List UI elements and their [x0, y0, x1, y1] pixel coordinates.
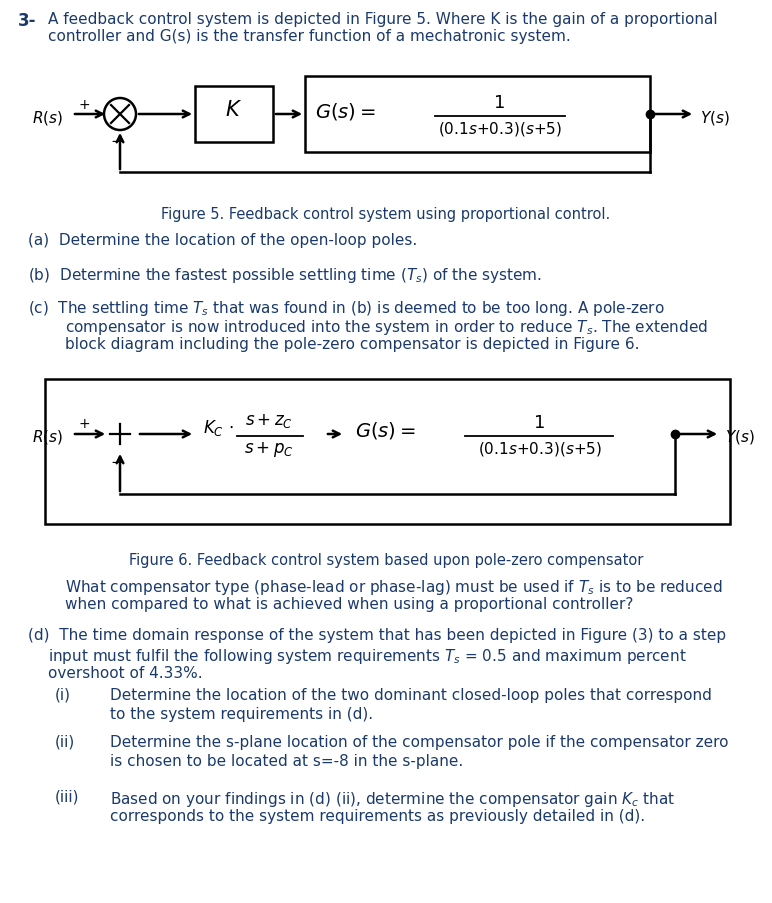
Text: 1: 1 — [534, 414, 546, 432]
Text: $G(s){=}$: $G(s){=}$ — [315, 100, 376, 121]
Text: $s+z_C$: $s+z_C$ — [245, 412, 293, 430]
Text: $(0.1s{+}0.3)(s{+}5)$: $(0.1s{+}0.3)(s{+}5)$ — [438, 120, 562, 138]
Text: 3-: 3- — [18, 12, 36, 30]
Text: when compared to what is achieved when using a proportional controller?: when compared to what is achieved when u… — [65, 596, 633, 611]
Text: $s+p_C$: $s+p_C$ — [244, 440, 294, 459]
Text: $R(s)$: $R(s)$ — [32, 427, 63, 445]
Text: (d)  The time domain response of the system that has been depicted in Figure (3): (d) The time domain response of the syst… — [28, 628, 726, 642]
Text: $K$: $K$ — [225, 100, 242, 120]
Text: What compensator type (phase-lead or phase-lag) must be used if $T_s$ is to be r: What compensator type (phase-lead or pha… — [65, 577, 723, 596]
Bar — [195, 399, 325, 470]
Bar — [195, 87, 273, 143]
Text: 1: 1 — [494, 94, 506, 112]
Text: $(0.1s{+}0.3)(s{+}5)$: $(0.1s{+}0.3)(s{+}5)$ — [478, 440, 602, 458]
Text: (ii): (ii) — [55, 734, 75, 749]
Ellipse shape — [104, 99, 136, 131]
Text: $R(s)$: $R(s)$ — [32, 109, 63, 126]
Text: $G(s){=}$: $G(s){=}$ — [355, 420, 415, 441]
Text: +: + — [78, 98, 90, 112]
Text: Figure 5. Feedback control system using proportional control.: Figure 5. Feedback control system using … — [161, 207, 611, 222]
Text: controller and G(s) is the transfer function of a mechatronic system.: controller and G(s) is the transfer func… — [48, 29, 571, 44]
Text: −: − — [110, 454, 123, 470]
Text: to the system requirements in (d).: to the system requirements in (d). — [110, 706, 373, 721]
Bar — [305, 77, 650, 153]
Text: A feedback control system is depicted in Figure 5. Where K is the gain of a prop: A feedback control system is depicted in… — [48, 12, 718, 27]
Text: −: − — [110, 134, 123, 149]
Text: (i): (i) — [55, 687, 71, 703]
Bar — [345, 396, 675, 472]
Text: overshoot of 4.33%.: overshoot of 4.33%. — [48, 666, 202, 680]
Text: block diagram including the pole-zero compensator is depicted in Figure 6.: block diagram including the pole-zero co… — [65, 337, 639, 351]
Text: corresponds to the system requirements as previously detailed in (d).: corresponds to the system requirements a… — [110, 808, 645, 824]
Text: (b)  Determine the fastest possible settling time ($T_s$) of the system.: (b) Determine the fastest possible settl… — [28, 265, 542, 284]
Text: $Y(s)$: $Y(s)$ — [725, 427, 755, 445]
Text: Based on your findings in (d) (ii), determine the compensator gain $K_c$ that: Based on your findings in (d) (ii), dete… — [110, 789, 676, 808]
Text: (c)  The settling time $T_s$ that was found in (b) is deemed to be too long. A p: (c) The settling time $T_s$ that was fou… — [28, 299, 665, 318]
Text: Determine the location of the two dominant closed-loop poles that correspond: Determine the location of the two domina… — [110, 687, 712, 703]
Text: $Y(s)$: $Y(s)$ — [700, 109, 730, 126]
Text: Figure 6. Feedback control system based upon pole-zero compensator: Figure 6. Feedback control system based … — [129, 553, 643, 567]
Text: $K_C\,\cdot$: $K_C\,\cdot$ — [203, 417, 234, 438]
Text: (iii): (iii) — [55, 789, 80, 804]
Text: (a)  Determine the location of the open-loop poles.: (a) Determine the location of the open-l… — [28, 233, 417, 247]
Text: +: + — [78, 416, 90, 431]
Text: input must fulfil the following system requirements $T_s$ = 0.5 and maximum perc: input must fulfil the following system r… — [48, 647, 686, 666]
Ellipse shape — [103, 417, 137, 452]
Text: is chosen to be located at s=-8 in the s-plane.: is chosen to be located at s=-8 in the s… — [110, 753, 463, 768]
Bar — [45, 379, 730, 525]
Text: Determine the s-plane location of the compensator pole if the compensator zero: Determine the s-plane location of the co… — [110, 734, 729, 749]
Text: compensator is now introduced into the system in order to reduce $T_s$. The exte: compensator is now introduced into the s… — [65, 318, 708, 337]
